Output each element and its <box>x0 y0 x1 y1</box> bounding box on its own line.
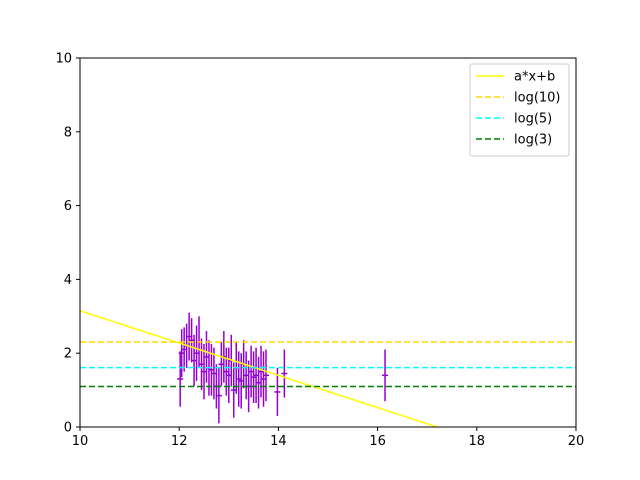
legend-box <box>469 63 570 157</box>
legend-label: log(3) <box>514 133 552 148</box>
y-tick-label: 4 <box>64 273 72 288</box>
x-tick-label: 10 <box>72 434 89 449</box>
x-tick-label: 18 <box>469 434 486 449</box>
legend-label: a*x+b <box>514 70 555 85</box>
legend-label: log(5) <box>514 112 552 127</box>
y-tick-label: 8 <box>64 125 72 140</box>
y-tick-label: 6 <box>64 199 72 214</box>
y-tick-label: 0 <box>64 421 72 436</box>
y-tick-label: 10 <box>55 52 72 67</box>
x-tick-label: 16 <box>369 434 386 449</box>
errorbar-series <box>177 312 389 424</box>
legend: a*x+b log(10) log(5) log(3) <box>469 63 570 157</box>
y-tick-label: 2 <box>64 347 72 362</box>
x-tick-label: 14 <box>270 434 287 449</box>
plot-area <box>80 310 576 427</box>
series-layer <box>80 310 576 427</box>
x-tick-label: 20 <box>568 434 585 449</box>
axes-frame <box>79 57 577 428</box>
axes-layer: 10 12 14 16 18 20 0 2 4 6 8 10 <box>55 52 584 450</box>
legend-label: log(10) <box>514 91 561 106</box>
x-tick-label: 12 <box>171 434 188 449</box>
fit-line-series <box>80 310 438 427</box>
